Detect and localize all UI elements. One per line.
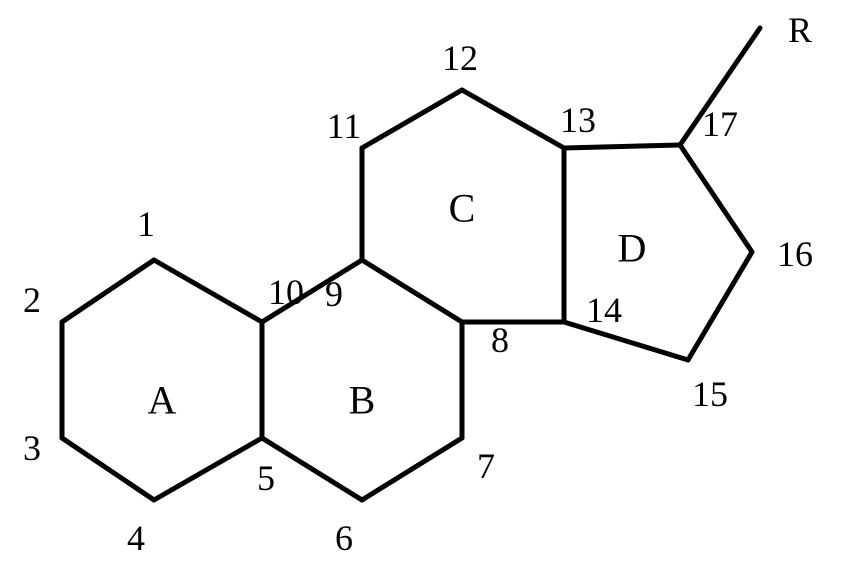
atom-label-2: 2 bbox=[23, 279, 41, 321]
steroid-skeleton-svg bbox=[0, 0, 845, 575]
atom-label-7: 7 bbox=[477, 445, 495, 487]
ring-label-B: B bbox=[349, 377, 376, 424]
bond-6-7 bbox=[362, 438, 462, 500]
atom-label-1: 1 bbox=[137, 203, 155, 245]
ring-label-D: D bbox=[618, 225, 647, 272]
atom-label-5: 5 bbox=[257, 457, 275, 499]
bond-16-15 bbox=[688, 252, 752, 360]
atom-label-R: R bbox=[788, 9, 812, 51]
atom-label-8: 8 bbox=[491, 319, 509, 361]
ring-label-A: A bbox=[148, 377, 177, 424]
atom-label-13: 13 bbox=[560, 99, 596, 141]
bond-8-9 bbox=[362, 260, 462, 322]
bond-17-16 bbox=[680, 145, 752, 252]
atom-label-16: 16 bbox=[777, 233, 813, 275]
atom-label-12: 12 bbox=[442, 37, 478, 79]
bond-13-17 bbox=[564, 145, 680, 148]
bond-12-13 bbox=[462, 90, 564, 148]
atom-label-3: 3 bbox=[23, 427, 41, 469]
bond-10-1 bbox=[154, 260, 262, 322]
atom-label-9: 9 bbox=[325, 273, 343, 315]
atom-label-14: 14 bbox=[586, 289, 622, 331]
atom-label-15: 15 bbox=[692, 373, 728, 415]
bond-5-6 bbox=[262, 438, 362, 500]
ring-label-C: C bbox=[449, 185, 476, 232]
bond-11-12 bbox=[362, 90, 462, 148]
atom-label-10: 10 bbox=[268, 271, 304, 313]
bond-15-14 bbox=[564, 322, 688, 360]
bond-4-5 bbox=[154, 438, 262, 500]
atom-label-17: 17 bbox=[702, 103, 738, 145]
atom-label-11: 11 bbox=[327, 105, 362, 147]
bond-3-4 bbox=[62, 438, 154, 500]
atom-label-4: 4 bbox=[127, 517, 145, 559]
atom-label-6: 6 bbox=[335, 517, 353, 559]
bond-1-2 bbox=[62, 260, 154, 322]
